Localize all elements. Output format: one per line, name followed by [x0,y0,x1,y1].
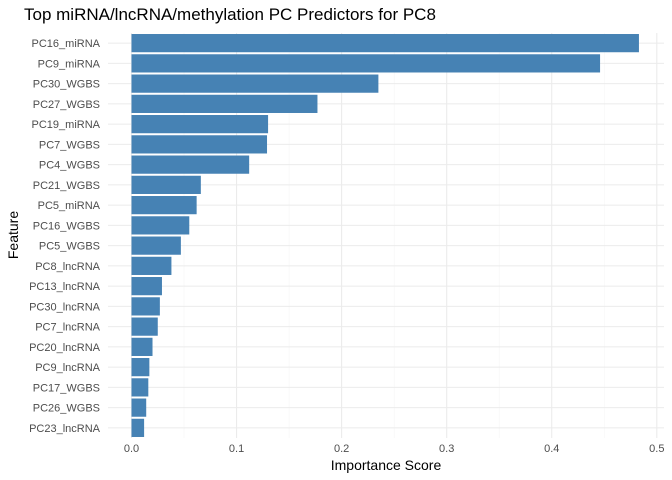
bar [131,398,147,417]
x-tick-label: 0.3 [439,443,454,455]
y-tick-label: PC7_lncRNA [35,322,100,334]
bar [131,358,150,377]
bar [131,196,197,215]
grid [108,33,664,438]
bar [131,34,639,53]
y-tick-label: PC20_lncRNA [29,342,101,354]
y-tick-label: PC9_lncRNA [35,362,100,374]
bar [131,54,601,73]
y-tick-label: PC4_WGBS [39,160,100,172]
y-tick-label: PC9_miRNA [38,58,101,70]
x-tick-label: 0.0 [124,443,139,455]
x-axis-title: Importance Score [331,457,442,473]
y-tick-label: PC21_WGBS [33,180,100,192]
bar [131,175,201,194]
y-tick-label: PC23_lncRNA [29,423,101,435]
y-tick-label: PC16_WGBS [33,220,100,232]
x-tick-label: 0.1 [229,443,244,455]
bar [131,297,160,316]
y-tick-label: PC26_WGBS [33,403,100,415]
bar [131,317,158,336]
bar [131,277,162,296]
y-tick-label: PC16_miRNA [32,38,101,50]
bar [131,94,318,113]
bars [131,34,639,437]
bar [131,256,172,275]
y-axis-title: Feature [5,211,21,259]
bar [131,337,153,356]
bar [131,418,145,437]
y-tick-label: PC30_lncRNA [29,301,101,313]
y-tick-label: PC8_lncRNA [35,261,100,273]
y-tick-label: PC17_WGBS [33,382,100,394]
y-tick-label: PC27_WGBS [33,99,100,111]
y-tick-label: PC5_WGBS [39,241,100,253]
x-tick-label: 0.5 [649,443,664,455]
bar [131,74,379,93]
x-tick-label: 0.2 [334,443,349,455]
bar [131,135,268,154]
y-tick-label: PC19_miRNA [32,119,101,131]
x-tick-label: 0.4 [544,443,559,455]
chart-title: Top miRNA/lncRNA/methylation PC Predicto… [24,5,436,24]
y-tick-label: PC13_lncRNA [29,281,101,293]
x-axis-ticks: 0.0 0.1 0.2 0.3 0.4 0.5 [124,443,665,455]
y-axis-ticks: PC16_miRNA PC9_miRNA PC30_WGBS PC27_WGBS PC1… [29,38,101,435]
bar [131,378,149,397]
bar [131,236,181,255]
y-tick-label: PC5_miRNA [38,200,101,212]
bar [131,155,250,174]
y-tick-label: PC7_WGBS [39,139,100,151]
y-tick-label: PC30_WGBS [33,79,100,91]
bar [131,216,190,235]
bar [131,115,269,134]
